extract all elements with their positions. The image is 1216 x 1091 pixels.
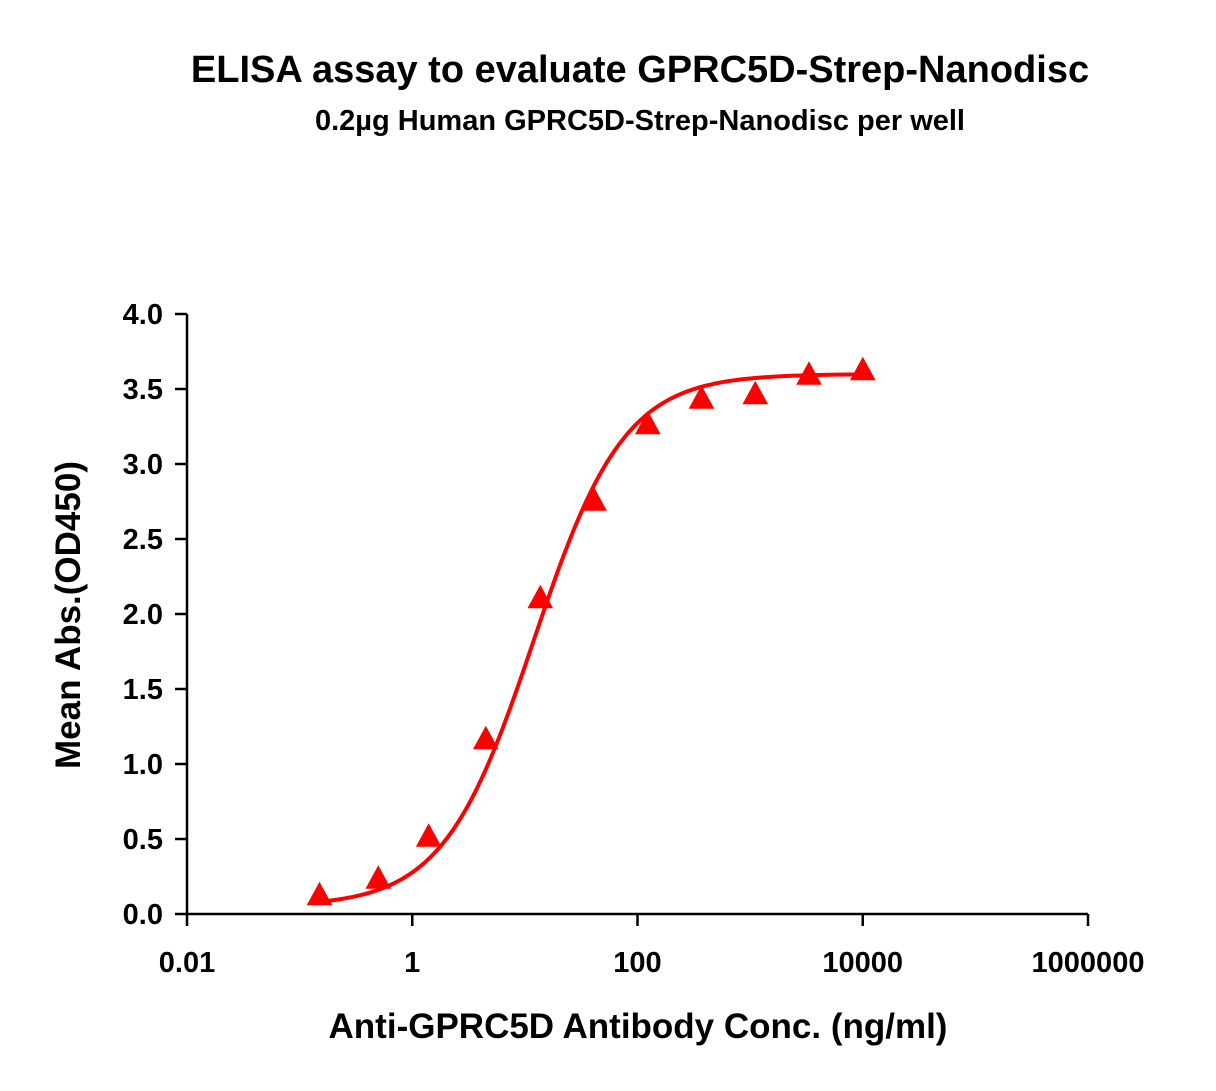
y-ticks: 0.0 0.5 1.0 1.5 2.0 2.5 3.0 3.5 4.0 — [123, 299, 187, 931]
y-tick-label: 4.0 — [123, 299, 163, 331]
x-tick-label: 1000000 — [1032, 947, 1145, 979]
y-tick-label: 3.5 — [123, 374, 163, 406]
data-point — [365, 865, 392, 889]
data-point — [527, 584, 554, 609]
data-point — [581, 487, 607, 511]
data-point — [306, 881, 333, 906]
y-tick-label: 1.5 — [123, 674, 163, 706]
data-point — [688, 385, 715, 409]
data-point — [415, 823, 442, 847]
data-point — [634, 410, 661, 435]
axes — [185, 314, 1088, 916]
chart-subtitle: 0.2µg Human GPRC5D-Strep-Nanodisc per we… — [315, 105, 965, 137]
y-tick-label: 3.0 — [123, 449, 163, 481]
y-tick-label: 1.0 — [123, 749, 163, 781]
y-axis-label: Mean Abs.(OD450) — [49, 461, 88, 769]
data-point — [796, 361, 822, 385]
y-tick-label: 0.5 — [123, 824, 163, 856]
data-point — [472, 725, 499, 750]
data-points — [306, 356, 876, 906]
chart-title: ELISA assay to evaluate GPRC5D-Strep-Nan… — [191, 49, 1089, 91]
x-ticks: 0.01 1 100 10000 1000000 — [159, 914, 1145, 979]
fit-curve — [319, 372, 863, 904]
y-tick-label: 2.0 — [123, 599, 163, 631]
y-tick-label: 0.0 — [123, 899, 163, 931]
x-tick-label: 1 — [404, 947, 420, 979]
data-point — [742, 380, 769, 405]
y-tick-label: 2.5 — [123, 524, 163, 556]
x-tick-label: 10000 — [822, 947, 903, 979]
data-point — [849, 356, 876, 381]
x-tick-label: 100 — [613, 947, 661, 979]
x-tick-label: 0.01 — [159, 947, 215, 979]
x-axis-label: Anti-GPRC5D Antibody Conc. (ng/ml) — [329, 1007, 948, 1046]
